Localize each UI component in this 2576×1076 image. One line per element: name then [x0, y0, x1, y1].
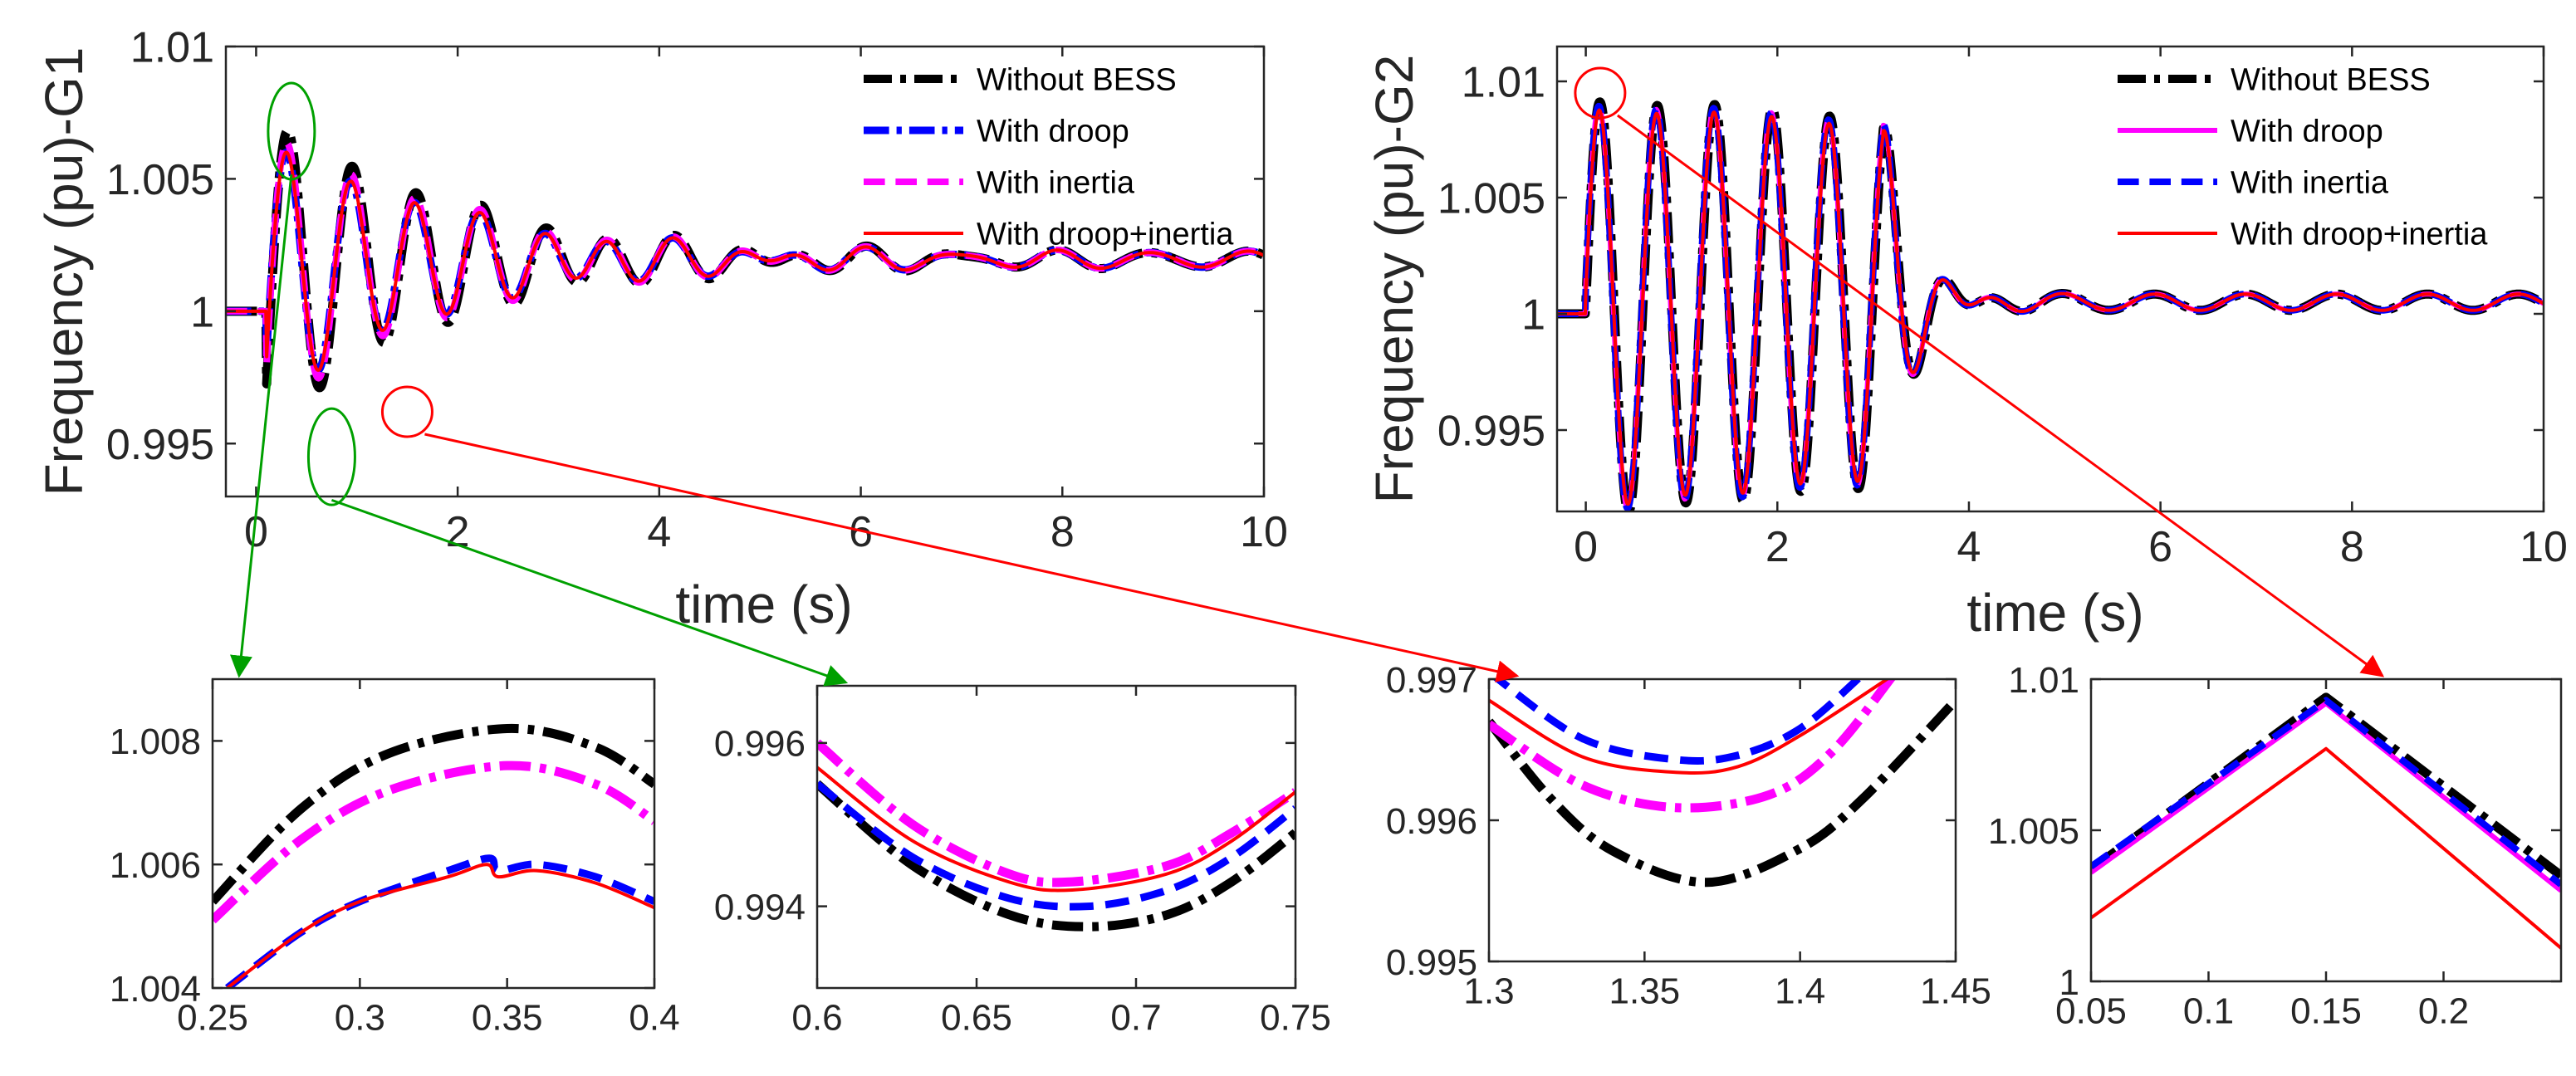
g1-ytick-label: 1.01 — [130, 24, 214, 72]
z4-xtick-label: 0.15 — [2290, 991, 2362, 1032]
z2-xtick-label: 0.6 — [791, 998, 842, 1039]
z4-series-group — [2091, 692, 2561, 950]
z3-series-without-bess — [1489, 697, 1956, 888]
g1-xtick-label: 4 — [647, 508, 671, 556]
g2-series-with-droop-inertia — [1557, 108, 2544, 506]
callout-arrow-3 — [424, 433, 1520, 682]
z2-xtick-label: 0.7 — [1110, 998, 1161, 1039]
z4-xtick-label: 0.2 — [2418, 991, 2469, 1032]
z1-series-with-inertia — [213, 761, 654, 924]
z2-ytick-label: 0.994 — [714, 887, 806, 927]
z3-xtick-label: 1.3 — [1463, 971, 1514, 1012]
z4-ytick-label: 1.005 — [1988, 811, 2079, 852]
z3-xtick-label: 1.35 — [1609, 971, 1681, 1012]
z3-xtick-label: 1.4 — [1775, 971, 1825, 1012]
chart-z4: 0.05 0.1 0.15 0.2 1 1.005 1.01 — [1988, 660, 2563, 1032]
g2-xtick-label: 10 — [2520, 523, 2568, 571]
g2-xtick-label: 2 — [1765, 523, 1790, 571]
z4-series-with-droop — [2091, 701, 2561, 893]
z3-ytick-label: 0.997 — [1386, 660, 1477, 701]
z3-series-with-droop — [1491, 679, 1863, 765]
chart-g2: 0 2 4 6 8 10 0.995 1 1.005 1.01 time (s) Frequency … — [1364, 45, 2568, 643]
g2-legend-entry: With droop+inertia — [2231, 218, 2488, 252]
z4-series-with-droop-inertia — [2091, 746, 2561, 950]
callout-marker-4 — [1574, 66, 1627, 120]
g2-legend-entry: Without BESS — [2231, 63, 2431, 98]
callout-marker-2 — [306, 407, 356, 506]
z2-series-without-bess — [817, 780, 1295, 932]
g1-xtick-label: 8 — [1050, 508, 1075, 556]
z4-ytick-label: 1.01 — [2008, 660, 2079, 701]
z1-ytick-label: 1.006 — [110, 845, 201, 886]
z3-series-group — [1489, 679, 1956, 888]
z3-series-with-droop-inertia — [1489, 679, 1890, 775]
callout-arrow-2 — [331, 498, 849, 687]
g2-axes-box — [1555, 45, 2545, 513]
g1-ytick-label: 1 — [190, 289, 214, 337]
z3-ytick-label: 0.995 — [1386, 942, 1477, 983]
g1-ylabel: Frequency (pu)-G1 — [34, 47, 94, 496]
z1-axes-box — [211, 677, 656, 990]
z3-series-with-inertia — [1489, 679, 1897, 813]
z2-ytick-label: 0.996 — [714, 724, 806, 765]
g1-legend-entry: With inertia — [977, 166, 1135, 201]
z2-series-with-droop — [817, 780, 1295, 911]
callout-arrow-4 — [1617, 114, 2385, 677]
z1-series-group — [213, 724, 654, 988]
z4-series-without-bess — [2091, 692, 2561, 879]
g2-xtick-label: 6 — [2148, 523, 2172, 571]
g1-legend-entry: With droop+inertia — [977, 218, 1234, 252]
g2-xtick-label: 8 — [2340, 523, 2364, 571]
z1-series-with-droop — [225, 854, 654, 988]
g2-ytick-label: 0.995 — [1437, 408, 1545, 456]
g2-xlabel: time (s) — [1966, 583, 2143, 643]
z2-xtick-label: 0.65 — [941, 998, 1012, 1039]
z2-series-with-droop-inertia — [817, 765, 1295, 893]
z1-ytick-label: 1.008 — [110, 721, 201, 762]
z1-xtick-label: 0.4 — [629, 998, 679, 1039]
g2-ytick-label: 1 — [1521, 291, 1545, 340]
g1-series-group — [226, 126, 1264, 393]
g2-xtick-label: 0 — [1574, 523, 1598, 571]
g2-ylabel: Frequency (pu)-G2 — [1364, 55, 1424, 504]
z4-ytick-label: 1 — [2059, 962, 2079, 1003]
z3-xtick-label: 1.45 — [1920, 971, 1991, 1012]
z1-xtick-label: 0.35 — [472, 998, 543, 1039]
g2-xtick-label: 4 — [1957, 523, 1981, 571]
g2-legend: Without BESS With droop With inertia With d… — [2118, 63, 2488, 252]
chart-z1: 0.25 0.3 0.35 0.4 1.004 1.006 1.008 — [110, 677, 680, 1039]
z2-axes-box — [815, 684, 1297, 990]
g2-series-group — [1557, 97, 2544, 511]
g1-ytick-label: 1.005 — [106, 156, 214, 204]
z2-series-group — [817, 739, 1295, 932]
z3-ytick-label: 0.996 — [1386, 801, 1477, 842]
g1-ytick-label: 0.995 — [106, 421, 214, 469]
chart-z2: 0.6 0.65 0.7 0.75 0.994 0.996 — [714, 684, 1331, 1039]
callout-marker-3 — [380, 385, 433, 438]
g2-ytick-label: 1.01 — [1462, 59, 1545, 107]
g1-xtick-label: 10 — [1240, 508, 1288, 556]
g1-series-with-droop-inertia — [226, 150, 1264, 372]
z1-ytick-label: 1.004 — [110, 969, 201, 1010]
z2-series-with-inertia — [817, 739, 1295, 888]
g1-legend-entry: Without BESS — [977, 63, 1177, 98]
g2-legend-entry: With droop — [2231, 115, 2383, 149]
z1-xtick-label: 0.3 — [335, 998, 385, 1039]
g1-legend-entry: With droop — [977, 115, 1129, 149]
chart-z3: 1.3 1.35 1.4 1.45 0.995 0.996 0.997 — [1386, 660, 1991, 1012]
g1-axes-box — [224, 45, 1266, 498]
z1-xtick-label: 0.25 — [177, 998, 248, 1039]
z4-series-with-inertia — [2091, 697, 2561, 888]
g2-ytick-label: 1.005 — [1437, 175, 1545, 223]
g1-xlabel: time (s) — [675, 575, 852, 634]
z4-xtick-label: 0.05 — [2055, 991, 2127, 1032]
g2-legend-entry: With inertia — [2231, 166, 2389, 201]
z2-xtick-label: 0.75 — [1260, 998, 1331, 1039]
z4-xtick-label: 0.1 — [2183, 991, 2234, 1032]
g1-legend: Without BESS With droop With inertia With d… — [864, 63, 1234, 252]
z1-series-with-droop-inertia — [226, 863, 654, 988]
callout-arrow-1 — [230, 174, 293, 678]
